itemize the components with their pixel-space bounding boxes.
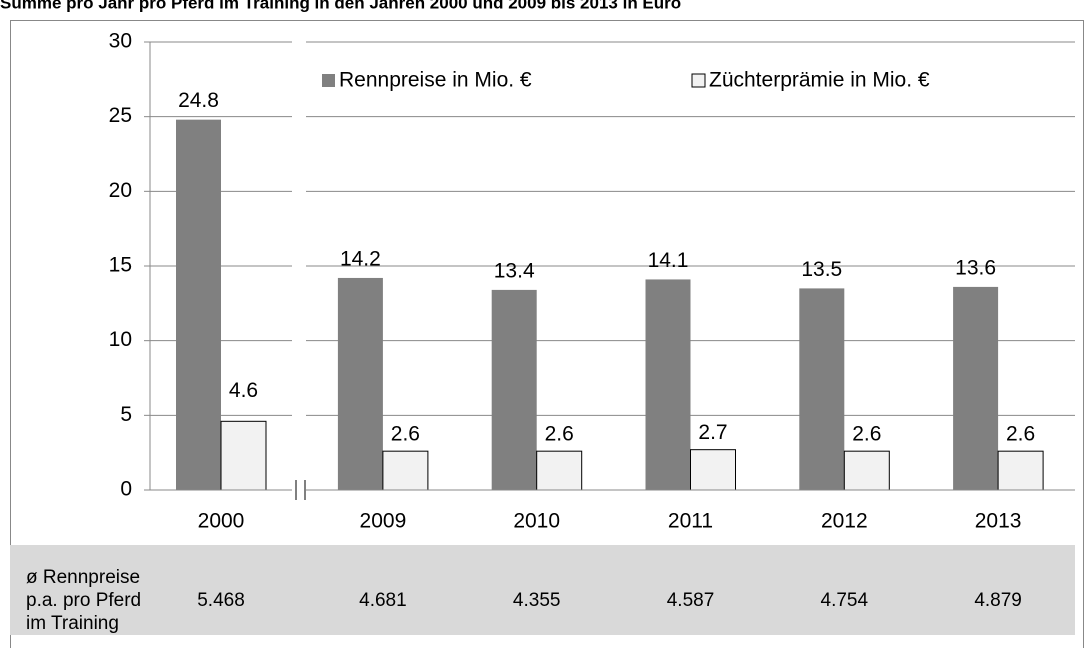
bar — [382, 450, 429, 491]
table-value: 4.754 — [821, 590, 869, 611]
x-tick-label: 2011 — [668, 510, 713, 533]
legend-label: Rennpreise in Mio. € — [339, 69, 532, 92]
bar — [953, 286, 999, 490]
data-label: 2.6 — [1006, 423, 1035, 446]
bar — [843, 450, 890, 491]
table-row-label: p.a. pro Pferd — [26, 590, 141, 611]
table-row-label: im Training — [26, 613, 119, 634]
y-tick-label: 15 — [109, 254, 132, 277]
legend-label: Züchterprämie in Mio. € — [709, 69, 930, 92]
bar — [799, 288, 845, 490]
legend-swatch — [691, 73, 706, 88]
table-value: 4.681 — [359, 590, 407, 611]
data-label: 2.6 — [852, 423, 881, 446]
table-value: 5.468 — [197, 590, 245, 611]
data-label: 2.7 — [698, 421, 727, 444]
bar — [176, 119, 221, 491]
data-label: 24.8 — [178, 89, 219, 112]
table-value: 4.879 — [974, 590, 1022, 611]
y-tick-label: 5 — [120, 403, 132, 426]
data-label: 14.2 — [340, 247, 381, 270]
data-label: 13.5 — [801, 258, 842, 281]
data-label: 13.4 — [494, 259, 535, 282]
x-tick-label: 2013 — [975, 510, 1022, 533]
y-tick-label: 10 — [109, 328, 132, 351]
bar — [337, 277, 383, 490]
bar — [997, 450, 1044, 491]
y-tick-label: 25 — [109, 104, 132, 127]
table-value: 4.355 — [513, 590, 561, 611]
y-tick-label: 30 — [109, 30, 132, 53]
chart-border — [10, 20, 1084, 648]
x-tick-label: 2010 — [513, 510, 560, 533]
chart-title: Summe pro Jahr pro Pferd im Training in … — [0, 0, 681, 12]
y-tick-label: 20 — [109, 179, 132, 202]
bar — [536, 450, 583, 491]
data-label: 14.1 — [648, 249, 689, 272]
table-value: 4.587 — [667, 590, 715, 611]
x-tick-label: 2009 — [360, 510, 407, 533]
table-background — [10, 545, 1075, 635]
data-label: 13.6 — [955, 256, 996, 279]
x-tick-label: 2000 — [198, 510, 245, 533]
data-label: 2.6 — [545, 423, 574, 446]
legend-swatch — [322, 74, 335, 87]
table-row-label: ø Rennpreise — [26, 567, 140, 588]
data-label: 2.6 — [391, 423, 420, 446]
bar — [220, 420, 267, 491]
bar — [491, 289, 537, 490]
data-label: 4.6 — [229, 379, 258, 402]
bar — [690, 449, 736, 491]
bar — [645, 279, 691, 490]
x-tick-label: 2012 — [821, 510, 868, 533]
y-tick-label: 0 — [120, 478, 132, 501]
